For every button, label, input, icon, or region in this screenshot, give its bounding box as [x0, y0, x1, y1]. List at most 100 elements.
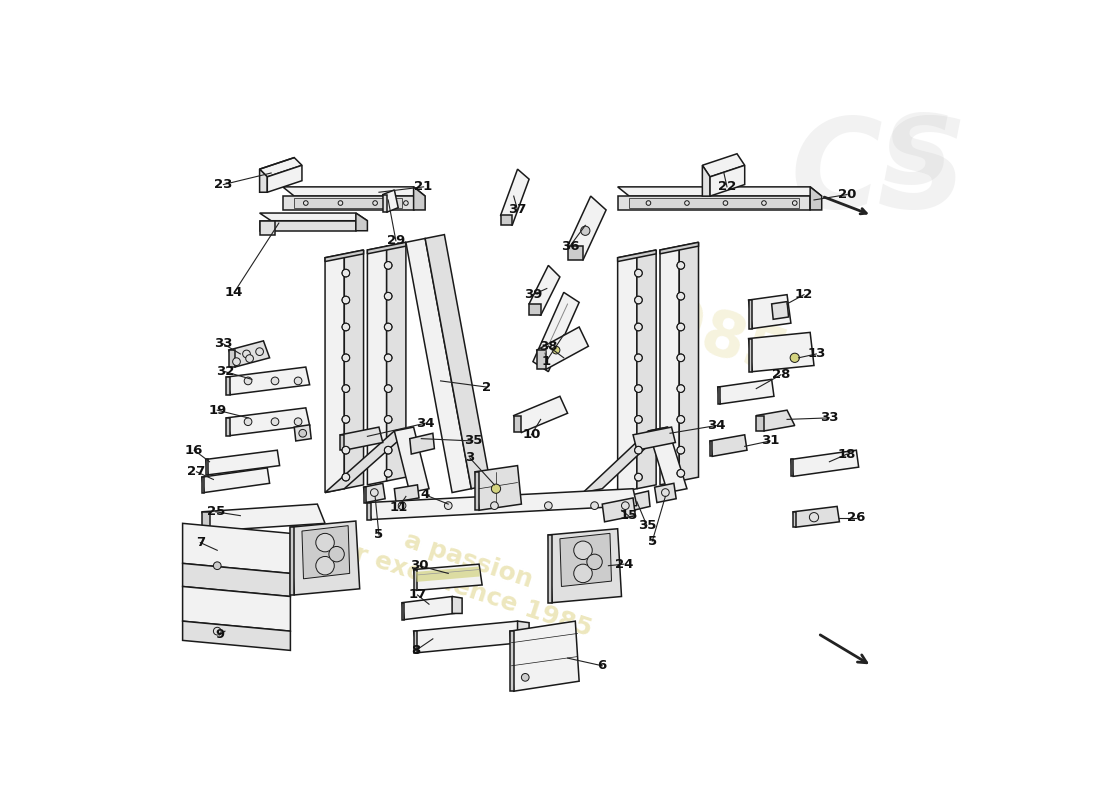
Circle shape: [384, 415, 392, 423]
Circle shape: [676, 292, 684, 300]
Circle shape: [635, 323, 642, 331]
Polygon shape: [367, 246, 387, 485]
Polygon shape: [414, 564, 482, 590]
Text: 11: 11: [389, 502, 407, 514]
Text: 34: 34: [416, 417, 434, 430]
Polygon shape: [206, 450, 279, 475]
Circle shape: [316, 557, 334, 575]
Polygon shape: [529, 304, 541, 315]
Polygon shape: [534, 292, 580, 372]
Polygon shape: [548, 529, 621, 602]
Circle shape: [342, 323, 350, 331]
Polygon shape: [791, 450, 859, 476]
Circle shape: [245, 354, 253, 362]
Polygon shape: [295, 425, 311, 441]
Text: 24: 24: [615, 558, 632, 570]
Text: 28: 28: [772, 368, 790, 382]
Polygon shape: [425, 234, 491, 489]
Polygon shape: [517, 621, 529, 642]
Text: 7: 7: [196, 536, 205, 549]
Polygon shape: [363, 483, 385, 502]
Circle shape: [295, 418, 301, 426]
Polygon shape: [341, 435, 344, 450]
Polygon shape: [403, 597, 454, 619]
Polygon shape: [406, 238, 472, 493]
Polygon shape: [560, 534, 612, 586]
Circle shape: [792, 201, 798, 206]
Circle shape: [552, 346, 560, 354]
Text: 34: 34: [707, 419, 726, 432]
Polygon shape: [510, 631, 514, 691]
Circle shape: [342, 354, 350, 362]
Polygon shape: [414, 187, 425, 210]
Polygon shape: [344, 250, 363, 489]
Circle shape: [676, 415, 684, 423]
Polygon shape: [227, 367, 310, 394]
Polygon shape: [206, 459, 208, 475]
Polygon shape: [510, 621, 580, 691]
Polygon shape: [529, 266, 560, 315]
Circle shape: [723, 201, 728, 206]
Text: 19: 19: [208, 404, 227, 417]
Polygon shape: [326, 250, 363, 262]
Text: 39: 39: [524, 288, 542, 301]
Circle shape: [676, 262, 684, 270]
Circle shape: [676, 385, 684, 393]
Polygon shape: [416, 566, 480, 582]
Polygon shape: [618, 250, 656, 262]
Text: 3: 3: [465, 451, 474, 464]
Circle shape: [373, 201, 377, 206]
Circle shape: [384, 470, 392, 477]
Circle shape: [444, 502, 452, 510]
Text: 35: 35: [464, 434, 482, 447]
Text: 4: 4: [420, 488, 430, 502]
Circle shape: [635, 415, 642, 423]
Text: 33: 33: [821, 411, 838, 424]
Polygon shape: [227, 418, 230, 435]
Polygon shape: [625, 491, 650, 512]
Circle shape: [398, 502, 406, 510]
Polygon shape: [749, 338, 752, 372]
Polygon shape: [356, 213, 367, 230]
Polygon shape: [395, 485, 419, 502]
Polygon shape: [634, 427, 675, 450]
Circle shape: [271, 418, 279, 426]
Polygon shape: [514, 396, 568, 433]
Text: 16: 16: [185, 444, 204, 457]
Circle shape: [342, 415, 350, 423]
Circle shape: [676, 470, 684, 477]
Polygon shape: [680, 242, 698, 481]
Circle shape: [342, 270, 350, 277]
Polygon shape: [500, 169, 529, 226]
Text: 22: 22: [718, 180, 736, 194]
Polygon shape: [703, 154, 745, 177]
Circle shape: [299, 430, 307, 437]
Circle shape: [384, 292, 392, 300]
Polygon shape: [452, 597, 462, 614]
Polygon shape: [395, 427, 429, 493]
Polygon shape: [654, 483, 676, 502]
Circle shape: [544, 502, 552, 510]
Polygon shape: [475, 472, 480, 510]
Circle shape: [384, 323, 392, 331]
Polygon shape: [500, 215, 513, 226]
Polygon shape: [793, 506, 839, 527]
Circle shape: [243, 350, 251, 358]
Circle shape: [492, 484, 500, 494]
Polygon shape: [568, 196, 606, 260]
Polygon shape: [229, 350, 235, 367]
Text: 15: 15: [619, 509, 638, 522]
Polygon shape: [290, 521, 360, 595]
Circle shape: [384, 385, 392, 393]
Circle shape: [661, 489, 669, 496]
Polygon shape: [260, 158, 301, 177]
Text: 26: 26: [847, 511, 866, 525]
Polygon shape: [711, 435, 747, 456]
Circle shape: [521, 674, 529, 682]
Polygon shape: [414, 631, 418, 653]
Polygon shape: [341, 427, 383, 450]
Circle shape: [581, 226, 590, 235]
Polygon shape: [183, 586, 290, 631]
Polygon shape: [637, 250, 656, 489]
Polygon shape: [514, 415, 521, 433]
